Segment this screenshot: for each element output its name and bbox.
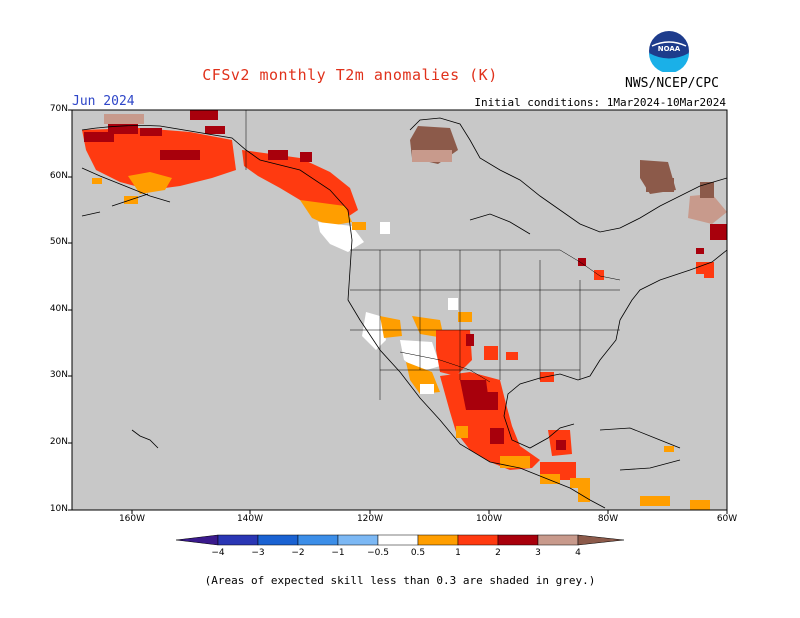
colorbar-segment-2-3 bbox=[497, 534, 539, 546]
colorbar-segment-05-1 bbox=[417, 534, 459, 546]
colorbar-segment-gt-4 bbox=[577, 534, 625, 546]
noaa-logo: NOAA bbox=[649, 31, 689, 72]
coastlines bbox=[81, 117, 727, 509]
lat-label-30n: 30N bbox=[49, 370, 68, 380]
colorbar-label-neg2: −2 bbox=[291, 548, 305, 558]
agency-label: NWS/NCEP/CPC bbox=[625, 76, 719, 91]
colorbar-segment-neg1-neg05 bbox=[337, 534, 379, 546]
colorbar-label-neg05: −0.5 bbox=[367, 548, 389, 558]
lat-label-10n: 10N bbox=[49, 504, 68, 514]
colorbar-segment-lt-neg4 bbox=[175, 534, 219, 546]
plot-title: CFSv2 monthly T2m anomalies (K) bbox=[202, 66, 498, 84]
lat-label-20n: 20N bbox=[49, 437, 68, 447]
colorbar-label-2: 2 bbox=[495, 548, 501, 558]
lat-label-70n: 70N bbox=[49, 104, 68, 114]
lon-label-80w: 80W bbox=[597, 514, 619, 524]
labrador-anomaly-region bbox=[640, 160, 727, 278]
lon-label-140w: 140W bbox=[236, 514, 264, 524]
lat-label-50n: 50N bbox=[49, 237, 68, 247]
hudson-anomaly-region bbox=[410, 126, 458, 164]
lon-label-120w: 120W bbox=[356, 514, 384, 524]
lon-label-160w: 160W bbox=[118, 514, 146, 524]
anomaly-fields bbox=[82, 110, 727, 510]
colorbar bbox=[175, 534, 625, 546]
colorbar-label-1: 1 bbox=[455, 548, 461, 558]
colorbar-segment-neutral bbox=[377, 534, 419, 546]
colorbar-segment-neg3-neg2 bbox=[257, 534, 299, 546]
noaa-logo-text: NOAA bbox=[658, 45, 681, 53]
skill-footnote: (Areas of expected skill less than 0.3 a… bbox=[204, 574, 596, 587]
colorbar-segment-3-4 bbox=[537, 534, 579, 546]
initial-conditions: Initial conditions: 1Mar2024-10Mar2024 bbox=[474, 96, 726, 109]
lat-ticks bbox=[68, 109, 72, 511]
colorbar-label-neg1: −1 bbox=[331, 548, 345, 558]
colorbar-segment-1-2 bbox=[457, 534, 499, 546]
colorbar-label-3: 3 bbox=[535, 548, 541, 558]
lat-label-40n: 40N bbox=[49, 304, 68, 314]
colorbar-label-neg4: −4 bbox=[211, 548, 225, 558]
political-borders bbox=[245, 110, 621, 400]
colorbar-label-neg3: −3 bbox=[251, 548, 265, 558]
lat-label-60n: 60N bbox=[49, 171, 68, 181]
forecast-month: Jun 2024 bbox=[72, 94, 135, 109]
canada-west-anomaly-region bbox=[242, 150, 390, 252]
lon-ticks bbox=[131, 510, 728, 514]
colorbar-label-4: 4 bbox=[575, 548, 581, 558]
lon-label-60w: 60W bbox=[716, 514, 738, 524]
colorbar-segment-neg2-neg1 bbox=[297, 534, 339, 546]
lon-label-100w: 100W bbox=[475, 514, 503, 524]
colorbar-label-05: 0.5 bbox=[410, 548, 426, 558]
colorbar-segment-neg4-neg3 bbox=[217, 534, 259, 546]
